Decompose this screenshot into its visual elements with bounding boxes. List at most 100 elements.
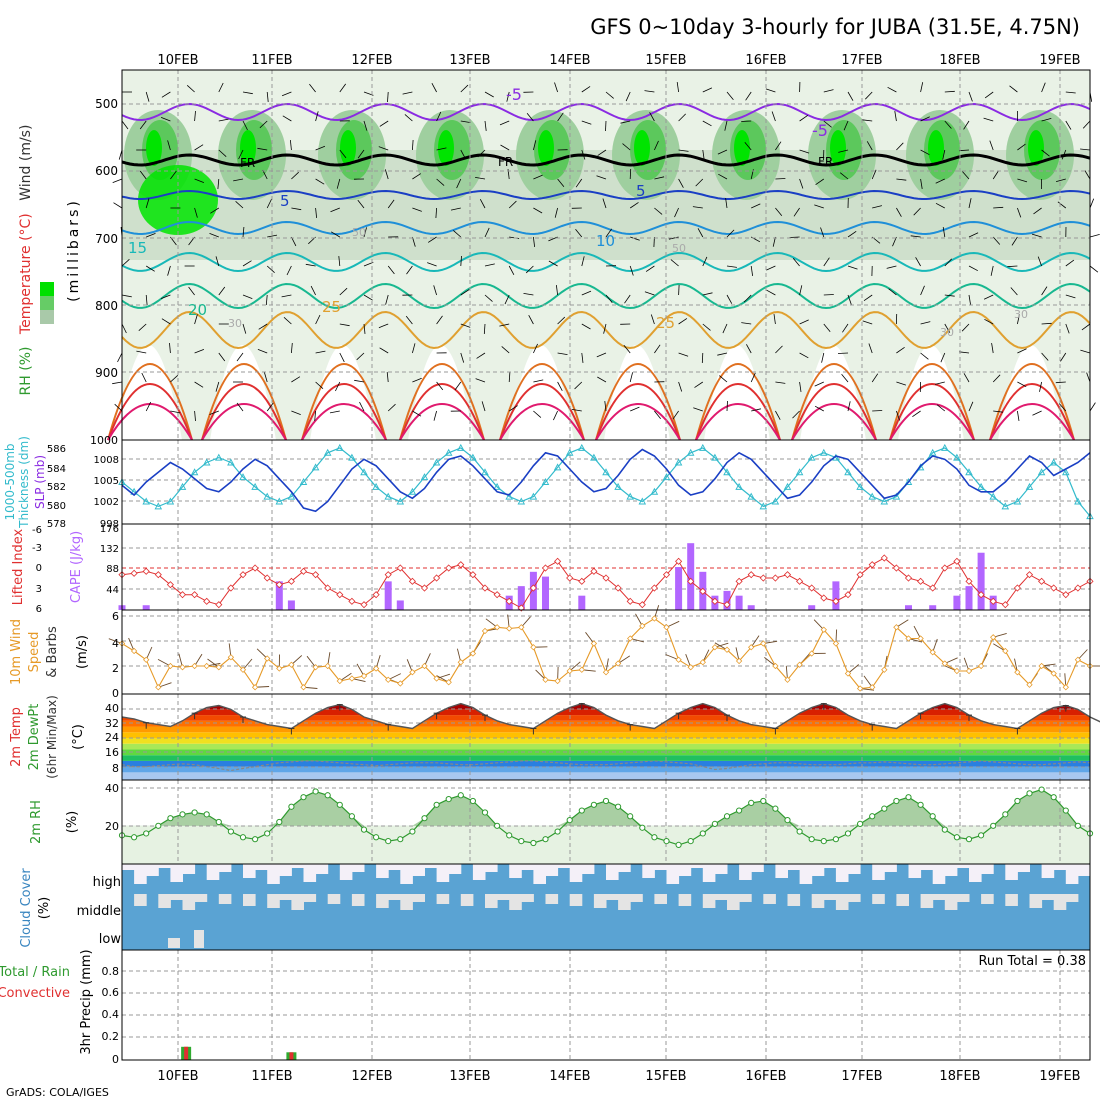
wind-barb	[993, 410, 1004, 413]
wind-barb	[581, 290, 592, 296]
rh-marker	[518, 837, 525, 845]
lifted-index-marker	[130, 569, 138, 577]
w10-tick: 0	[112, 687, 119, 700]
wind-barb	[508, 265, 515, 275]
wind-barb	[581, 352, 584, 363]
wind-barb	[1080, 349, 1091, 354]
wind-barb	[194, 144, 204, 151]
wind10-barb	[306, 655, 316, 668]
wind-barb	[1065, 120, 1072, 130]
wind-barb	[944, 294, 955, 297]
wind-barb	[799, 114, 809, 122]
cloud-gap-high	[642, 864, 655, 878]
wind-barb	[862, 119, 873, 122]
wind-barb	[266, 402, 274, 412]
w10-title-b: Speed	[27, 632, 42, 673]
wind-barb	[605, 294, 613, 304]
wind-barb	[354, 379, 365, 383]
rh-marker	[348, 813, 355, 820]
cloud-gap-middle	[545, 894, 559, 904]
warm-dome-contour	[107, 383, 193, 441]
wind-barb	[121, 323, 127, 334]
t2m-title-b: 2m DewPt	[27, 704, 42, 771]
rh-marker	[276, 818, 283, 826]
wind-barb	[218, 286, 226, 296]
wind-barb	[944, 120, 952, 129]
wind-barb	[533, 174, 543, 180]
cloud-gap-high	[1065, 864, 1079, 884]
wind-barb	[460, 255, 462, 267]
thickness-marker	[614, 482, 622, 490]
wind-barb	[460, 149, 466, 159]
wind-barb	[1031, 233, 1042, 238]
cloud-bars	[122, 864, 1091, 950]
wind-barb	[460, 352, 465, 363]
cloud-gap-high	[255, 864, 268, 870]
w10-tick: 4	[112, 637, 119, 650]
rh-marker	[566, 816, 573, 824]
wind-barb	[460, 84, 469, 93]
wind10-marker	[844, 670, 852, 677]
wind-barb	[1055, 381, 1066, 384]
lifted-index-marker	[953, 557, 961, 565]
wind-barb	[581, 256, 585, 267]
thick-series	[118, 443, 1094, 520]
wind-barb	[217, 178, 220, 190]
t2m-band	[122, 772, 1090, 780]
wind-barb	[871, 169, 877, 180]
lifted-index-marker	[263, 574, 271, 582]
thickness-marker	[965, 468, 973, 476]
wind-barb	[989, 140, 994, 151]
rh-marker	[675, 841, 682, 849]
wind-barb	[724, 120, 728, 131]
wind-barb	[533, 236, 535, 247]
warm-dome-contour	[889, 403, 975, 441]
wind-barb	[644, 291, 655, 296]
rh-base-fill	[122, 825, 1090, 864]
wind-barb	[896, 207, 902, 217]
wind-barb	[823, 89, 834, 93]
contour-label: 5	[636, 182, 646, 200]
lifted-index-title: Lifted Index	[11, 528, 26, 605]
wind-barb	[500, 144, 510, 151]
wind10-barb	[764, 657, 776, 667]
wind-barb	[887, 86, 897, 93]
thickness-marker	[989, 492, 997, 500]
wind-barb	[766, 289, 776, 296]
wind10-marker	[1074, 656, 1082, 663]
wind-barb	[847, 91, 854, 101]
wind-barb	[645, 265, 655, 272]
slp-line	[121, 448, 1091, 513]
wind-barb	[508, 405, 518, 412]
wind10-marker	[602, 669, 610, 676]
wind-barb	[888, 288, 897, 296]
wind-barb	[719, 375, 728, 383]
rh-marker	[167, 815, 174, 822]
lifted-cape-panel: -6 -3 0 3 6 176 132 88 44 Lifted Index C…	[11, 523, 1094, 615]
top-date-label: 16FEB	[745, 53, 786, 68]
rh-cell-core	[340, 130, 356, 166]
wind-barb	[194, 349, 205, 354]
thickness-tick: 586	[47, 444, 66, 455]
wind-barb	[436, 111, 442, 122]
wind10-marker	[590, 640, 598, 647]
wind-barb	[258, 323, 268, 330]
wind-barb	[433, 410, 437, 421]
thickness-marker	[227, 458, 235, 466]
wind-barb	[1007, 265, 1018, 268]
lifted-index-marker	[287, 577, 295, 585]
lifted-index-marker	[747, 571, 755, 579]
wind10-barb	[339, 672, 352, 682]
lifted-index-marker	[977, 591, 985, 599]
rh-cell-core	[538, 130, 554, 166]
thickness-marker	[457, 443, 465, 451]
wind10-marker	[239, 666, 247, 673]
wind-barb	[315, 145, 326, 151]
wind-barb	[412, 377, 422, 383]
wind-barb	[194, 207, 198, 218]
wind-barb	[145, 294, 148, 306]
thickness-marker	[626, 492, 634, 500]
wind-barb	[315, 111, 319, 122]
wind-barb	[744, 142, 752, 151]
wind-barb	[823, 257, 830, 267]
